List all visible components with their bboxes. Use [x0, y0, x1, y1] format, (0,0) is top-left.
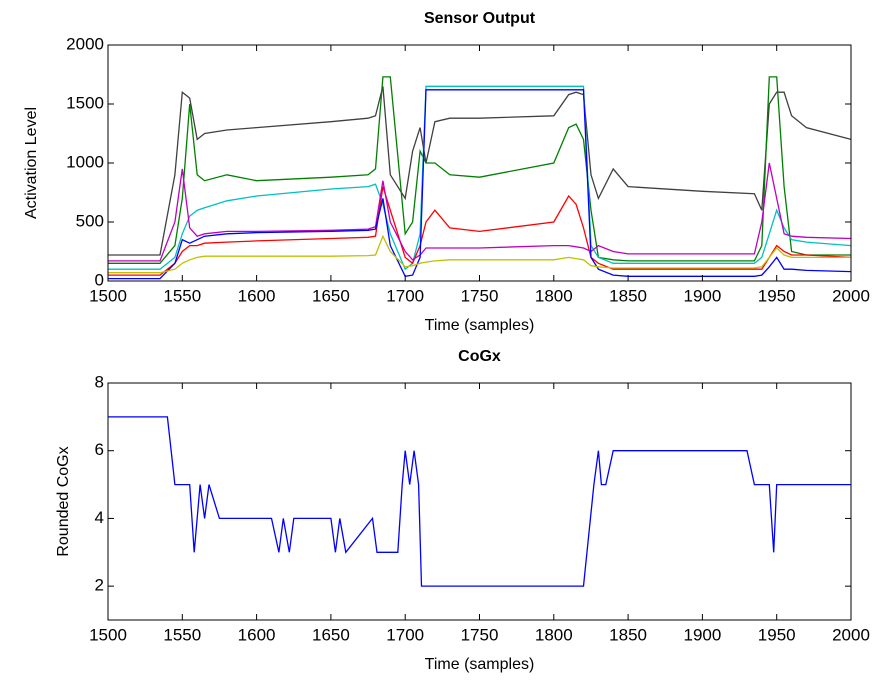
y-tick-label: 2 — [95, 576, 104, 595]
series-line — [108, 186, 852, 276]
series-line — [108, 76, 851, 264]
x-tick-label: 2000 — [832, 286, 870, 305]
x-tick-label: 1600 — [238, 286, 276, 305]
x-tick-label: 1700 — [386, 625, 424, 644]
series-line — [108, 85, 852, 271]
x-tick-label: 1850 — [609, 286, 647, 305]
x-tick-label: 1750 — [461, 286, 499, 305]
x-axis-label: Time (samples) — [425, 656, 535, 673]
x-tick-label: 1900 — [683, 286, 721, 305]
x-tick-label: 1800 — [535, 286, 573, 305]
x-tick-label: 1650 — [312, 625, 350, 644]
series-line — [108, 162, 852, 262]
x-tick-label: 1650 — [312, 286, 350, 305]
y-tick-label: 6 — [95, 440, 104, 459]
x-tick-label: 1600 — [238, 625, 276, 644]
plot-area — [108, 383, 851, 620]
x-tick-label: 1950 — [758, 286, 796, 305]
series-line — [108, 86, 852, 256]
x-tick-label: 1900 — [683, 625, 721, 644]
series-line — [108, 89, 852, 280]
y-tick-label: 1500 — [66, 93, 104, 112]
x-tick-label: 1700 — [386, 286, 424, 305]
x-tick-label: 1850 — [609, 625, 647, 644]
y-tick-label: 0 — [95, 270, 104, 289]
x-tick-label: 1800 — [535, 625, 573, 644]
chart-title: Sensor Output — [424, 10, 536, 27]
y-tick-label: 500 — [76, 211, 104, 230]
x-tick-label: 1500 — [89, 625, 127, 644]
x-tick-label: 1950 — [758, 625, 796, 644]
y-tick-label: 8 — [95, 372, 104, 391]
x-tick-label: 1750 — [461, 625, 499, 644]
y-axis-label: Activation Level — [23, 107, 40, 219]
x-tick-label: 1500 — [89, 286, 127, 305]
y-axis-label: Rounded CoGx — [55, 446, 72, 556]
series-line — [108, 416, 851, 587]
chart-title: CoGx — [458, 348, 501, 365]
y-tick-label: 1000 — [66, 152, 104, 171]
y-tick-label: 2000 — [66, 34, 104, 53]
series-line — [108, 234, 851, 274]
x-axis-label: Time (samples) — [425, 317, 535, 334]
y-tick-label: 4 — [95, 508, 104, 527]
x-tick-label: 1550 — [163, 286, 201, 305]
plot-area — [108, 45, 851, 281]
x-tick-label: 1550 — [163, 625, 201, 644]
x-tick-label: 2000 — [832, 625, 870, 644]
